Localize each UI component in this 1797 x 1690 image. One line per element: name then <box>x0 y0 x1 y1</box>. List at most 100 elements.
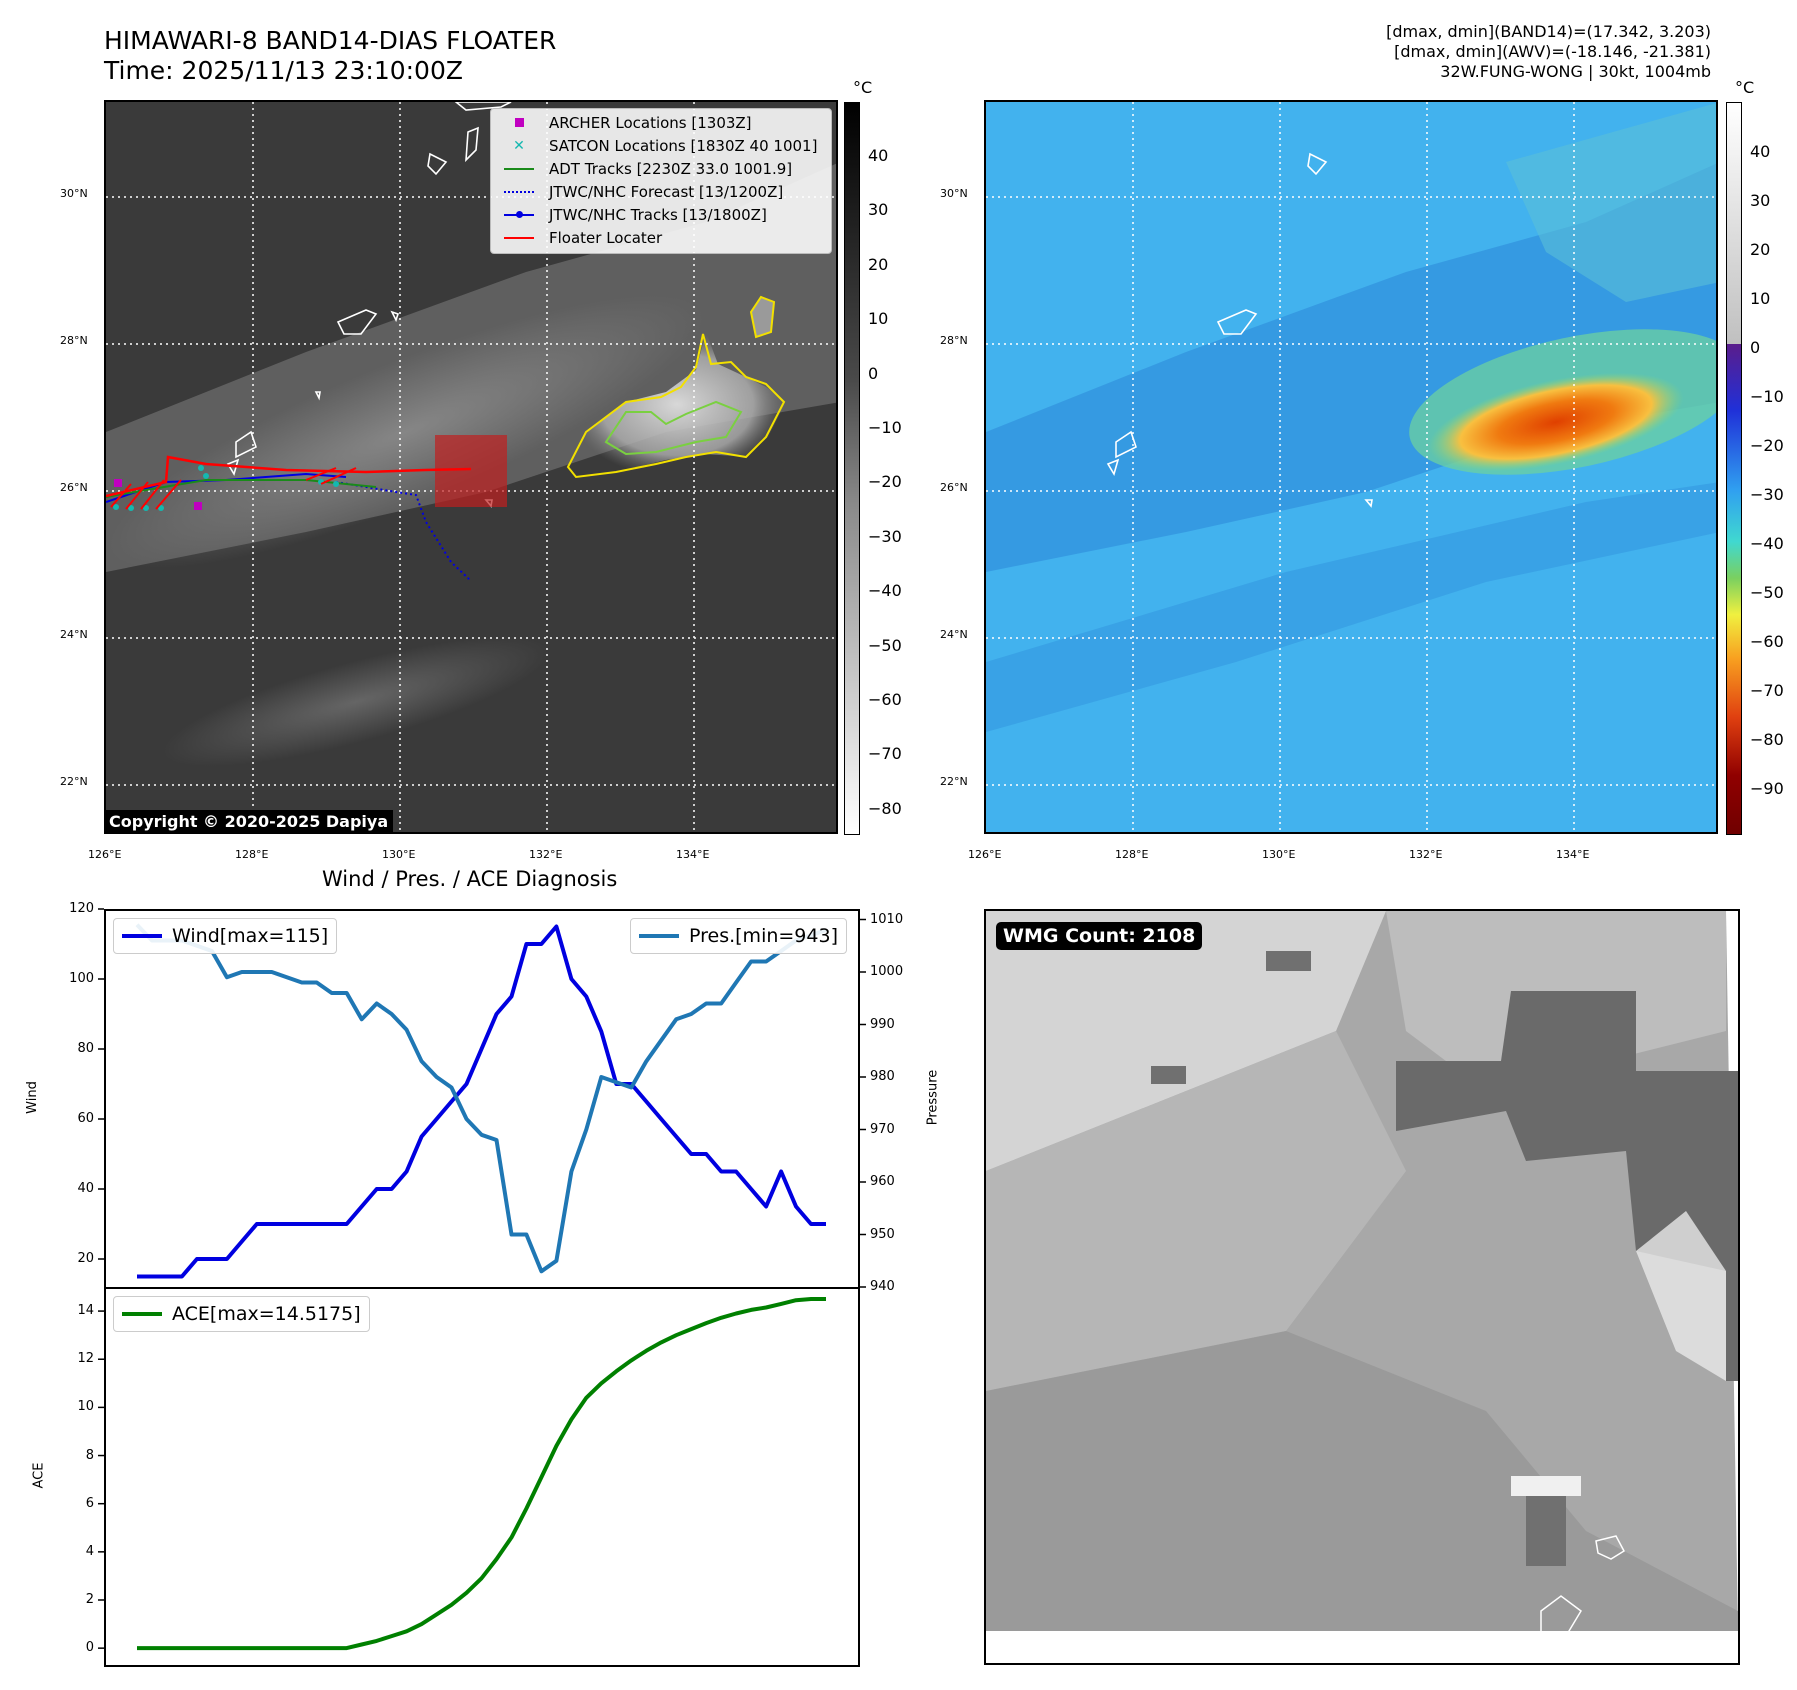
lon-label: 132°E <box>1409 848 1443 861</box>
adt-track <box>106 479 377 498</box>
title-line-1: HIMAWARI-8 BAND14-DIAS FLOATER <box>104 26 557 55</box>
wmg-cold-cell <box>1266 951 1311 971</box>
colorbar-tick-label: −10 <box>1750 387 1784 406</box>
ir-colorbar-unit: °C <box>853 78 873 97</box>
island-7 <box>390 310 400 323</box>
colorbar-tick-label: 10 <box>1750 289 1771 308</box>
awv-island-1 <box>1216 309 1258 335</box>
ace-axis-label: ACE <box>31 1462 47 1489</box>
ir-legend-row: ADT Tracks [2230Z 33.0 1001.9] <box>491 157 831 180</box>
wmg-warm-cell <box>1511 1476 1581 1496</box>
info-line-3: 32W.FUNG-WONG | 30kt, 1004mb <box>1440 62 1711 81</box>
ir-legend-row: Floater Locater <box>491 226 831 249</box>
lon-label: 130°E <box>382 848 416 861</box>
floater-hatch <box>155 479 182 510</box>
pres-legend-label: Pres.[min=943] <box>689 925 838 947</box>
legend-symbol-line <box>503 167 535 170</box>
pres-axis-label: Pressure <box>925 1069 941 1126</box>
wind-legend-label: Wind[max=115] <box>172 925 329 947</box>
colorbar-tick-label: −80 <box>1750 730 1784 749</box>
awv-island-4 <box>1106 458 1120 476</box>
legend-symbol-dotted <box>503 190 535 193</box>
lon-label: 128°E <box>235 848 269 861</box>
copyright-badge: Copyright © 2020-2025 Dapiya <box>104 810 394 833</box>
floater-box <box>435 435 507 507</box>
y-tick-label: 20 <box>77 1251 94 1266</box>
wmg-island-2 <box>1540 1595 1582 1637</box>
info-line-2: [dmax, dmin](AWV)=(-18.146, -21.381) <box>1394 42 1711 61</box>
colorbar-tick-label: −70 <box>1750 681 1784 700</box>
ir-colorbar <box>844 102 860 835</box>
wind-legend-line <box>122 934 162 938</box>
lon-label: 134°E <box>676 848 710 861</box>
legend-symbol-x: ✕ <box>513 137 525 154</box>
wind-pres-plot <box>104 909 860 1289</box>
y-tick-label: 950 <box>870 1226 895 1242</box>
y-tick-label: 960 <box>870 1174 895 1189</box>
ir-legend-row: JTWC/NHC Forecast [13/1200Z] <box>491 180 831 203</box>
legend-label: ADT Tracks [2230Z 33.0 1001.9] <box>549 159 793 178</box>
colorbar-tick-label: 30 <box>868 200 889 220</box>
awv-moist-zone <box>1506 103 1716 302</box>
y-tick-label: 980 <box>870 1069 895 1084</box>
y-tick-label: 940 <box>870 1279 895 1294</box>
colorbar-tick-label: −10 <box>868 418 902 437</box>
awv-map-svg <box>986 102 1716 832</box>
cloud-band-core <box>108 295 704 569</box>
awv-dry-band-lower <box>986 482 1716 732</box>
colorbar-tick-label: 20 <box>1750 240 1771 259</box>
colorbar-tick-label: 10 <box>868 309 889 329</box>
cloud-lower <box>162 637 550 767</box>
colorbar-tick-label: −20 <box>868 472 902 492</box>
wmg-cold-cell <box>1526 1491 1566 1566</box>
figure-title: HIMAWARI-8 BAND14-DIAS FLOATER Time: 202… <box>104 26 556 86</box>
lat-label: 24°N <box>60 628 88 641</box>
floater-hatch <box>320 467 357 485</box>
legend-label: ARCHER Locations [1303Z] <box>549 113 752 132</box>
lat-label: 26°N <box>60 481 88 494</box>
ir-legend-row: JTWC/NHC Tracks [13/1800Z] <box>491 203 831 226</box>
island-2 <box>427 152 448 176</box>
colorbar-tick-label: 0 <box>868 363 879 383</box>
wmg-panel <box>984 909 1740 1665</box>
lon-label: 128°E <box>1115 848 1149 861</box>
archer-point <box>194 502 202 510</box>
awv-island-3 <box>1115 430 1137 459</box>
legend-label: JTWC/NHC Forecast [13/1200Z] <box>549 182 784 201</box>
legend-symbol-square <box>503 118 535 127</box>
archer-point <box>114 479 122 487</box>
legend-symbol-line-dot <box>503 210 535 218</box>
ir-map-svg <box>106 102 836 832</box>
island-4 <box>235 430 257 459</box>
colorbar-tick-label: −40 <box>1750 534 1784 553</box>
y-tick-label: 12 <box>77 1351 94 1367</box>
awv-map-panel <box>984 100 1718 834</box>
legend-label: JTWC/NHC Tracks [13/1800Z] <box>549 205 767 224</box>
ir-legend: ARCHER Locations [1303Z] ✕ SATCON Location… <box>490 108 832 254</box>
satcon-point <box>333 481 339 487</box>
floater-locater-track <box>106 455 472 498</box>
colorbar-tick-label: 40 <box>1750 142 1771 161</box>
satcon-point <box>158 505 164 511</box>
ace-legend-line <box>122 1312 162 1316</box>
awv-hot-core <box>1428 372 1684 472</box>
colorbar-tick-label: 30 <box>1750 191 1771 210</box>
y-tick-label: 100 <box>69 971 94 986</box>
ir-legend-rows: ARCHER Locations [1303Z] ✕ SATCON Location… <box>491 109 831 249</box>
wmg-count-badge: WMG Count: 2108 <box>996 922 1203 950</box>
colorbar-tick-label: −70 <box>868 744 902 764</box>
wmg-svg <box>986 911 1738 1637</box>
y-tick-label: 1000 <box>870 964 904 979</box>
y-tick-label: 14 <box>77 1303 94 1319</box>
colorbar-tick-label: −90 <box>1750 779 1784 798</box>
lat-label: 24°N <box>940 628 968 641</box>
lon-label: 126°E <box>88 848 122 861</box>
colorbar-tick-label: −20 <box>1750 436 1784 455</box>
lat-label: 26°N <box>940 481 968 494</box>
y-tick-label: 1010 <box>870 911 904 927</box>
awv-island-outlines <box>1106 152 1373 508</box>
lon-label: 126°E <box>968 848 1002 861</box>
lat-label: 30°N <box>940 187 968 200</box>
lon-label: 130°E <box>1262 848 1296 861</box>
floater-hatch <box>125 481 149 510</box>
